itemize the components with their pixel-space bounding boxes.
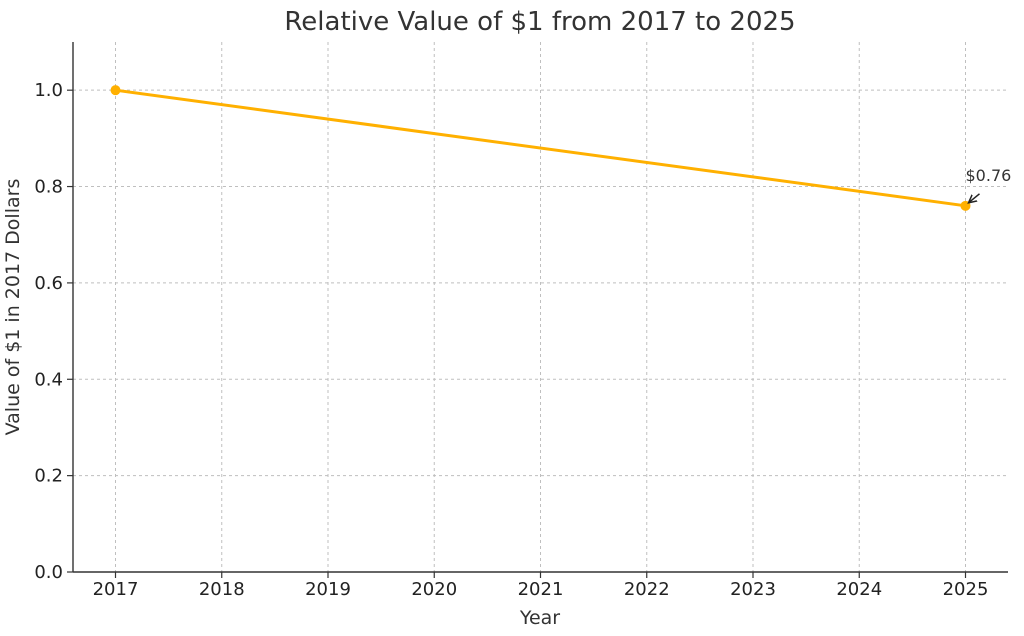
annotation-arrow bbox=[969, 193, 980, 203]
annotations: $0.76 bbox=[966, 166, 1012, 203]
y-tick-label: 0.2 bbox=[34, 466, 63, 487]
x-tick-label: 2023 bbox=[730, 579, 776, 600]
chart-title: Relative Value of $1 from 2017 to 2025 bbox=[284, 7, 795, 37]
x-tick-label: 2018 bbox=[199, 579, 245, 600]
x-tick-label: 2024 bbox=[836, 579, 882, 600]
x-tick-label: 2025 bbox=[943, 579, 989, 600]
x-tick-label: 2017 bbox=[93, 579, 139, 600]
y-tick-label: 0.6 bbox=[34, 273, 63, 294]
x-tick-label: 2020 bbox=[411, 579, 457, 600]
data-point bbox=[110, 85, 121, 96]
y-tick-label: 0.4 bbox=[34, 369, 63, 390]
annotation-label: $0.76 bbox=[966, 166, 1012, 185]
x-axis-label: Year bbox=[519, 607, 560, 629]
y-axis-label: Value of $1 in 2017 Dollars bbox=[2, 179, 24, 436]
x-tick-label: 2022 bbox=[624, 579, 670, 600]
ticks: 2017 2018 2019 2020 2021 2022 2023 2024 2025 0.0 0… bbox=[34, 80, 988, 600]
series-line bbox=[115, 88, 966, 208]
grid bbox=[73, 42, 1008, 573]
y-tick-label: 0.0 bbox=[34, 562, 63, 583]
y-tick-label: 0.8 bbox=[34, 177, 63, 198]
y-tick-label: 1.0 bbox=[34, 80, 63, 101]
x-tick-label: 2021 bbox=[518, 579, 564, 600]
series bbox=[110, 85, 971, 211]
x-tick-label: 2019 bbox=[305, 579, 351, 600]
